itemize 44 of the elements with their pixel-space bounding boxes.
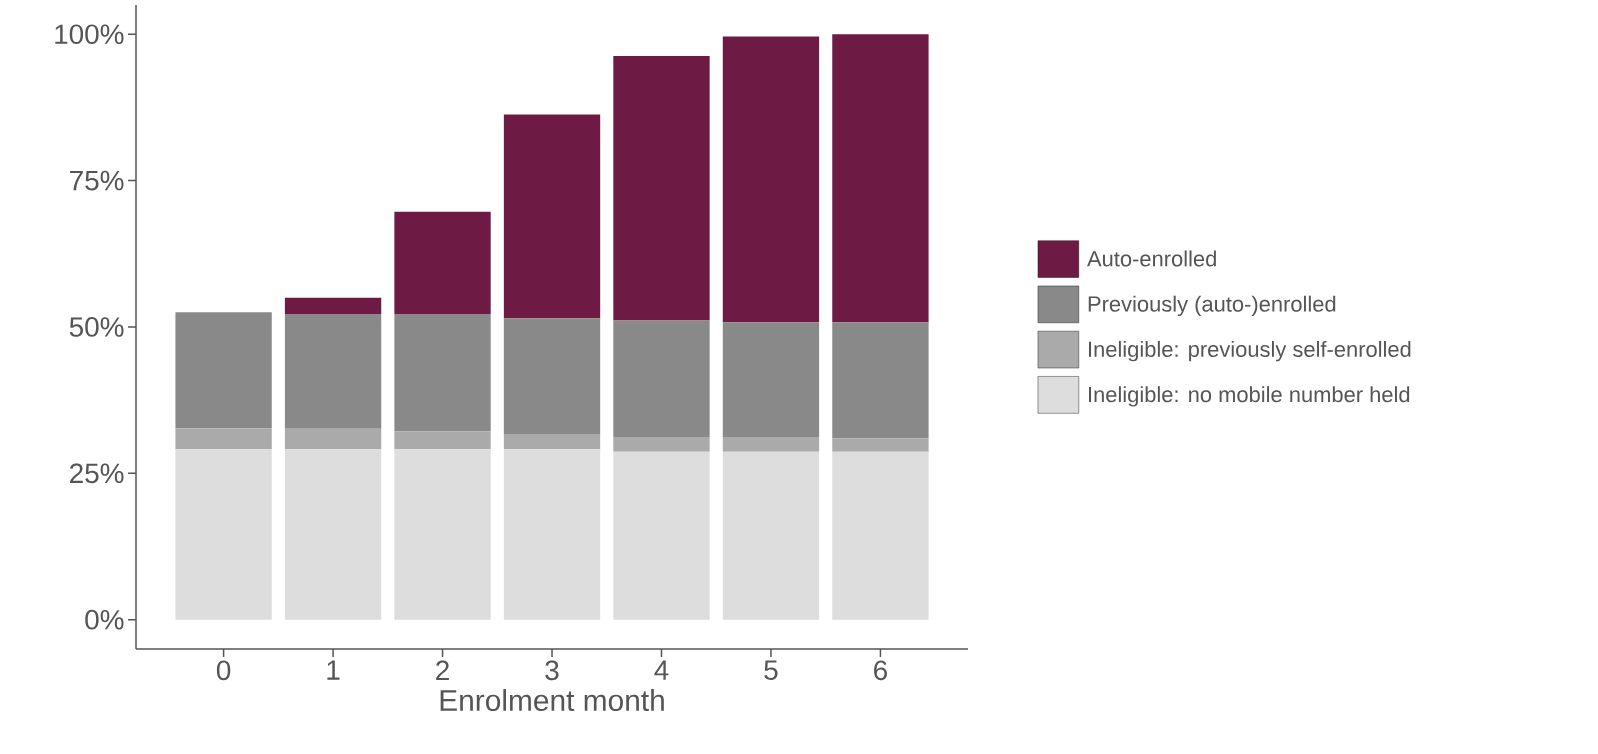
- bar: [722, 437, 820, 452]
- y-tick-label: 0%: [85, 609, 124, 630]
- bar: [394, 449, 491, 620]
- bar: [722, 322, 820, 438]
- legend-label: Auto-enrolled: [1087, 250, 1216, 267]
- y-tick-label: 100%: [55, 24, 124, 45]
- bar: [394, 431, 491, 450]
- x-tick-label: 4: [654, 660, 669, 680]
- legend-label: Previously (auto-)enrolled: [1088, 295, 1336, 317]
- bar: [722, 451, 820, 620]
- y-tick-label: 75%: [70, 170, 124, 191]
- bar: [613, 451, 710, 620]
- bar: [503, 114, 601, 319]
- y-tick-label: 50%: [69, 317, 124, 337]
- bar: [613, 320, 710, 438]
- bar: [832, 34, 929, 323]
- y-tick-label: 25%: [70, 463, 124, 484]
- legend-label: Ineligible: no mobile number held: [1088, 386, 1410, 407]
- bar: [503, 318, 601, 435]
- bar: [175, 449, 272, 620]
- x-tick-label: 0: [216, 660, 231, 681]
- bar: [503, 449, 601, 620]
- bar: [832, 451, 929, 620]
- bar: [284, 449, 382, 620]
- bar: [284, 314, 382, 429]
- bar: [832, 322, 929, 439]
- bar: [284, 428, 382, 450]
- bar: [394, 211, 491, 315]
- x-tick-label: 2: [436, 660, 449, 680]
- legend-label: Ineligible: previously self-enrolled: [1088, 340, 1411, 362]
- bar: [613, 437, 710, 452]
- x-axis-title: Enrolment month: [440, 689, 664, 712]
- bar: [394, 314, 491, 432]
- bar: [722, 36, 820, 323]
- bar: [284, 297, 382, 315]
- x-tick-label: 1: [327, 660, 340, 680]
- x-tick-label: 5: [764, 660, 778, 680]
- bar: [503, 434, 601, 450]
- bar: [613, 55, 710, 321]
- bar: [832, 438, 929, 452]
- bar: [175, 312, 272, 429]
- bar: [175, 428, 272, 450]
- x-tick-label: 3: [545, 660, 559, 681]
- x-tick-label: 6: [874, 660, 887, 681]
